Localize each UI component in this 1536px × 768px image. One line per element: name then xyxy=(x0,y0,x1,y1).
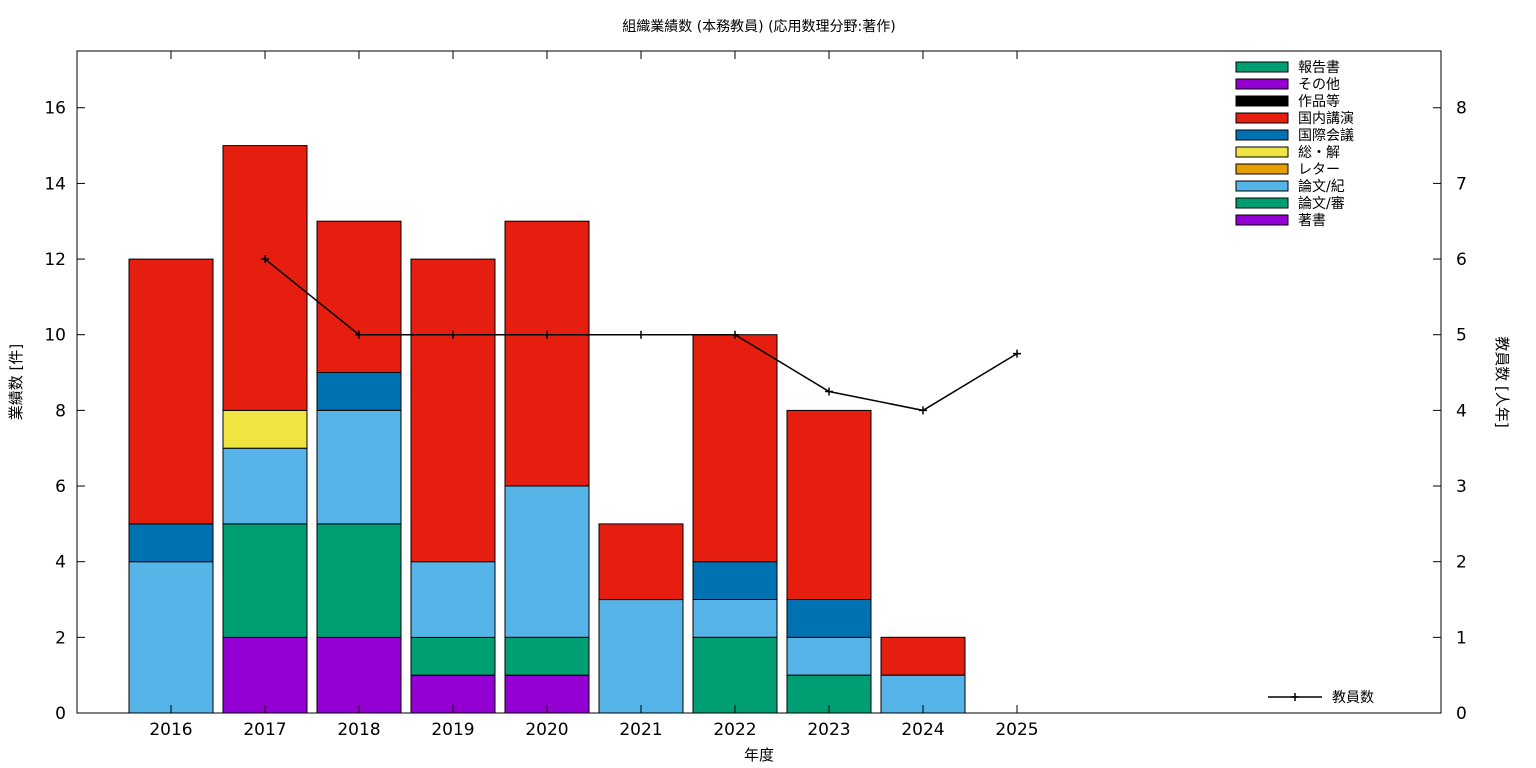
teacher-count-point-2021 xyxy=(637,330,645,339)
teacher-count-point-2025 xyxy=(1013,349,1021,358)
bar-2016-series-6 xyxy=(128,258,214,525)
y-axis-label: 業績数 [件] xyxy=(7,344,25,420)
bar-2018-series-1 xyxy=(316,523,402,638)
y-tick-label: 10 xyxy=(44,326,66,346)
bar-2016-series-2 xyxy=(128,561,214,714)
y2-tick-label: 8 xyxy=(1456,99,1467,119)
bar-2018-series-2 xyxy=(316,409,402,525)
teacher-count-point-2020 xyxy=(543,330,551,339)
legend-label-4: 国際会議 xyxy=(1298,127,1354,144)
y2-tick-label: 6 xyxy=(1456,250,1467,270)
bar-layer xyxy=(128,145,966,714)
legend-swatch-5 xyxy=(1235,146,1289,158)
legend-swatch-0 xyxy=(1235,61,1289,73)
teacher-count-point-2019 xyxy=(449,330,457,339)
teacher-count-point-2017 xyxy=(261,255,269,264)
teacher-count-point-2024 xyxy=(919,406,927,415)
bar-2023-series-5 xyxy=(786,599,872,638)
legend-swatch-2 xyxy=(1235,95,1289,107)
legend-swatch-1 xyxy=(1235,78,1289,90)
y-tick-label: 4 xyxy=(55,553,66,573)
legend-swatch-6 xyxy=(1235,163,1289,175)
bar-2019-series-6 xyxy=(410,258,496,563)
legend-label-1: その他 xyxy=(1298,77,1340,93)
legend-label-5: 総・解 xyxy=(1298,145,1340,161)
legend-line-marker xyxy=(1291,693,1299,701)
bar-2021-series-6 xyxy=(598,523,684,601)
teacher-count-point-2018 xyxy=(355,330,363,339)
bar-2023-series-2 xyxy=(786,636,872,676)
bar-2022-series-2 xyxy=(692,599,778,638)
legend-label-7: 論文/紀 xyxy=(1298,179,1345,195)
y2-tick-label: 1 xyxy=(1456,628,1467,648)
bar-2018-series-5 xyxy=(316,372,402,411)
y-tick-label: 8 xyxy=(55,401,66,421)
x-axis-label: 年度 xyxy=(744,746,774,764)
y-tick-label: 14 xyxy=(44,174,66,194)
x-tick-label: 2017 xyxy=(243,720,286,740)
y2-tick-label: 3 xyxy=(1456,477,1467,497)
bar-2020-series-1 xyxy=(504,636,590,676)
x-tick-label: 2018 xyxy=(337,720,380,740)
y2-tick-label: 4 xyxy=(1456,401,1467,421)
y2-tick-label: 0 xyxy=(1456,704,1467,724)
bar-2017-series-0 xyxy=(222,636,308,714)
y2-tick-label: 5 xyxy=(1456,326,1467,346)
bar-2023-series-6 xyxy=(786,409,872,600)
x-tick-label: 2020 xyxy=(525,720,568,740)
legend-label-2: 作品等 xyxy=(1298,93,1340,110)
teacher-count-point-2023 xyxy=(825,387,833,396)
bar-2020-series-6 xyxy=(504,220,590,487)
y-tick-label: 6 xyxy=(55,477,66,497)
bar-2019-series-2 xyxy=(410,561,496,638)
legend-label-3: 国内講演 xyxy=(1298,111,1354,127)
bar-2017-series-1 xyxy=(222,523,308,638)
y-tick-label: 16 xyxy=(44,99,66,119)
bar-2020-series-2 xyxy=(504,485,590,638)
teacher-count-point-2022 xyxy=(731,330,739,339)
bar-2022-series-1 xyxy=(692,636,778,714)
legend-swatch-3 xyxy=(1235,112,1289,124)
y-tick-label: 12 xyxy=(44,250,66,270)
bar-2022-series-6 xyxy=(692,334,778,563)
bar-2019-series-1 xyxy=(410,636,496,676)
plot-frame xyxy=(76,50,1442,714)
bar-2018-series-6 xyxy=(316,220,402,373)
x-tick-label: 2021 xyxy=(619,720,662,740)
y-tick-label: 2 xyxy=(55,628,66,648)
x-tick-label: 2019 xyxy=(431,720,474,740)
bar-2017-series-2 xyxy=(222,447,308,525)
bar-2017-series-6 xyxy=(222,145,308,411)
y-tick-label: 0 xyxy=(55,704,66,724)
bar-2024-series-6 xyxy=(880,636,966,676)
x-tick-label: 2016 xyxy=(149,720,192,740)
legend-swatch-8 xyxy=(1235,197,1289,209)
chart-title: 組織業績数 (本務教員) (応用数理分野:著作) xyxy=(622,19,895,35)
bar-2022-series-5 xyxy=(692,561,778,601)
x-tick-label: 2024 xyxy=(901,720,944,740)
y2-tick-label: 2 xyxy=(1456,553,1467,573)
legend-label-6: レター xyxy=(1298,162,1340,178)
legend-label-9: 著書 xyxy=(1298,213,1326,229)
y2-tick-label: 7 xyxy=(1456,174,1467,194)
bar-2017-series-4 xyxy=(222,409,308,449)
x-tick-label: 2022 xyxy=(713,720,756,740)
legend-line-label: 教員数 xyxy=(1332,690,1374,706)
legend-swatch-9 xyxy=(1235,214,1289,226)
line-layer xyxy=(261,255,1021,415)
legend-swatch-4 xyxy=(1235,129,1289,141)
bar-2018-series-0 xyxy=(316,636,402,714)
legend-label-0: 報告書 xyxy=(1298,60,1340,76)
y2-axis-label: 教員数 [人年] xyxy=(1493,336,1511,427)
x-tick-label: 2023 xyxy=(807,720,850,740)
bar-2016-series-5 xyxy=(128,523,214,563)
legend-swatch-7 xyxy=(1235,180,1289,192)
x-tick-label: 2025 xyxy=(995,720,1038,740)
bar-2021-series-2 xyxy=(598,599,684,714)
legend-label-8: 論文/審 xyxy=(1298,196,1345,212)
